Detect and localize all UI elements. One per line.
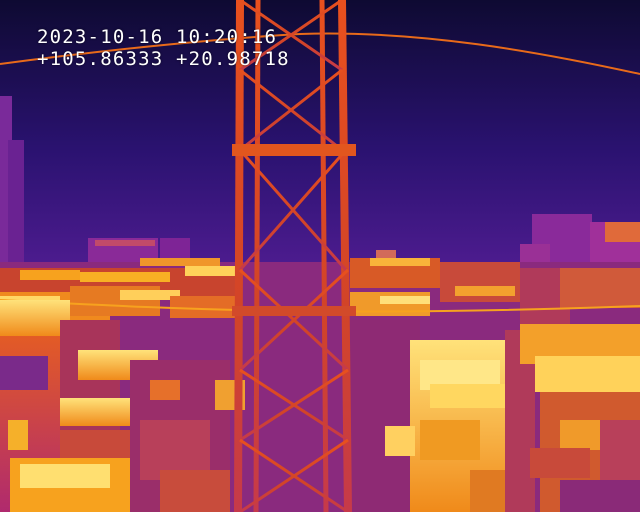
gps-coordinates-overlay: +105.86333 +20.98718 [37, 48, 290, 70]
tower-crossarm [232, 144, 356, 156]
timestamp-overlay: 2023-10-16 10:20:16 [37, 26, 278, 48]
power-line [0, 32, 640, 75]
tower-lower-arm [232, 306, 356, 316]
left-foreground-buildings [0, 300, 245, 512]
right-foreground-buildings [350, 320, 640, 512]
